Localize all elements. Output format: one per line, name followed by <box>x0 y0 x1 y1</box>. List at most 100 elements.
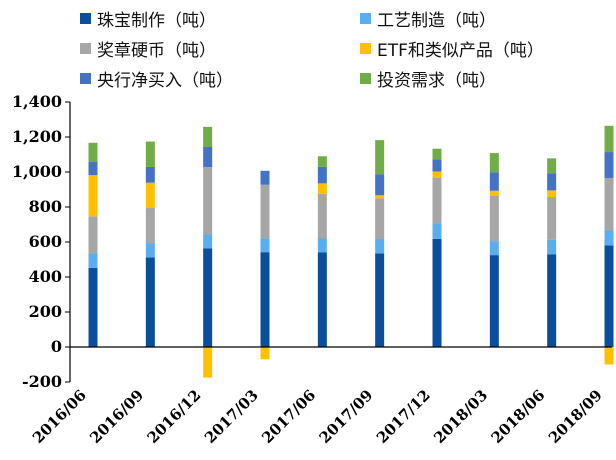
bar-segment <box>432 148 442 160</box>
bar-segment <box>203 234 213 249</box>
bar-segment <box>432 223 442 239</box>
legend-swatch-central-bank <box>80 73 91 84</box>
bar-segment <box>88 175 98 217</box>
bar-segment <box>88 267 98 347</box>
legend-label-jewelry: 珠宝制作（吨） <box>97 11 216 31</box>
bar-segment <box>604 230 614 246</box>
bar-segment <box>547 158 557 174</box>
bar-segment <box>260 252 270 347</box>
bars-group <box>88 125 614 378</box>
bar-segment <box>432 238 442 347</box>
x-tick-label: 2017/03 <box>201 386 262 447</box>
x-tick-label: 2017/06 <box>258 386 319 447</box>
legend-swatch-industry <box>360 13 371 24</box>
y-tick-label: 600 <box>29 232 62 251</box>
bar-segment <box>432 159 442 172</box>
bar-segment <box>203 248 213 347</box>
bar-segment <box>375 253 385 347</box>
y-tick-label: 0 <box>51 337 62 356</box>
x-tick-label: 2018/09 <box>545 386 606 447</box>
legend-item-central-bank: 央行净买入（吨） <box>80 66 233 91</box>
bar-segment <box>260 184 270 239</box>
legend-label-industry: 工艺制造（吨） <box>377 11 496 31</box>
y-tick-label: 200 <box>29 302 62 321</box>
y-tick-label: 1,000 <box>12 162 62 181</box>
bar-segment <box>547 197 557 240</box>
legend-swatch-jewelry <box>80 13 91 24</box>
legend-label-coins: 奖章硬币（吨） <box>97 41 216 61</box>
bar-segment <box>489 190 499 196</box>
legend-item-industry: 工艺制造（吨） <box>360 6 496 31</box>
x-tick-label: 2018/03 <box>430 386 491 447</box>
bar-segment <box>145 243 155 258</box>
bar-segment <box>145 166 155 183</box>
legend-swatch-coins <box>80 43 91 54</box>
bar-segment <box>260 347 270 360</box>
bar-segment <box>547 254 557 347</box>
bar-segment <box>317 252 327 347</box>
y-tick-label: 400 <box>29 267 62 286</box>
bar-segment <box>604 125 614 153</box>
bar-segment <box>375 198 385 240</box>
bar-segment <box>547 190 557 198</box>
bar-segment <box>88 162 98 176</box>
bar-segment <box>88 216 98 254</box>
bar-segment <box>145 257 155 347</box>
bar-segment <box>604 152 614 178</box>
legend-label-etf: ETF和类似产品（吨） <box>377 41 544 61</box>
x-axis: 2016/062016/092016/122017/032017/062017/… <box>29 346 612 447</box>
bar-segment <box>604 177 614 231</box>
bar-segment <box>317 156 327 167</box>
bar-segment <box>604 245 614 347</box>
bar-segment <box>203 347 213 378</box>
legend-item-coins: 奖章硬币（吨） <box>80 36 216 61</box>
legend-label-central-bank: 央行净买入（吨） <box>97 71 233 91</box>
y-axis: -200 0 200 400 600 800 1,000 1,200 1,400 <box>12 92 71 391</box>
bar-segment <box>489 153 499 173</box>
bar-segment <box>317 183 327 194</box>
legend-swatch-investment <box>360 73 371 84</box>
bar-segment <box>432 171 442 178</box>
legend-item-jewelry: 珠宝制作（吨） <box>80 6 216 31</box>
bar-segment <box>145 182 155 209</box>
bar-segment <box>317 238 327 253</box>
bar-segment <box>489 255 499 347</box>
bar-segment <box>604 347 614 365</box>
y-tick-label: 1,200 <box>12 127 62 146</box>
legend-swatch-etf <box>360 43 371 54</box>
y-tick-label: 1,400 <box>12 92 62 111</box>
bar-segment <box>489 195 499 242</box>
bar-segment <box>547 239 557 255</box>
bar-segment <box>489 241 499 256</box>
bar-segment <box>88 253 98 268</box>
x-tick-label: 2018/06 <box>488 386 549 447</box>
bar-segment <box>432 177 442 224</box>
bar-segment <box>375 195 385 199</box>
bar-segment <box>375 239 385 254</box>
bar-segment <box>145 208 155 244</box>
x-tick-label: 2016/06 <box>29 386 90 447</box>
bar-segment <box>203 146 213 168</box>
legend-item-etf: ETF和类似产品（吨） <box>360 36 544 61</box>
bar-segment <box>375 174 385 196</box>
bar-segment <box>547 173 557 191</box>
bar-segment <box>145 141 155 167</box>
bar-segment <box>88 142 98 163</box>
bar-segment <box>317 166 327 184</box>
legend-item-investment: 投资需求（吨） <box>360 66 496 91</box>
legend-label-investment: 投资需求（吨） <box>377 71 496 91</box>
bar-segment <box>375 140 385 175</box>
bar-segment <box>317 193 327 239</box>
x-tick-label: 2017/09 <box>316 386 377 447</box>
y-tick-label: -200 <box>22 372 62 391</box>
bar-segment <box>203 126 213 147</box>
bar-segment <box>203 167 213 235</box>
y-tick-label: 800 <box>29 197 62 216</box>
bar-segment <box>489 172 499 191</box>
x-tick-label: 2017/12 <box>373 386 434 447</box>
bar-segment <box>260 170 270 185</box>
x-tick-label: 2016/09 <box>86 386 147 447</box>
x-tick-label: 2016/12 <box>144 386 205 447</box>
bar-segment <box>260 238 270 253</box>
